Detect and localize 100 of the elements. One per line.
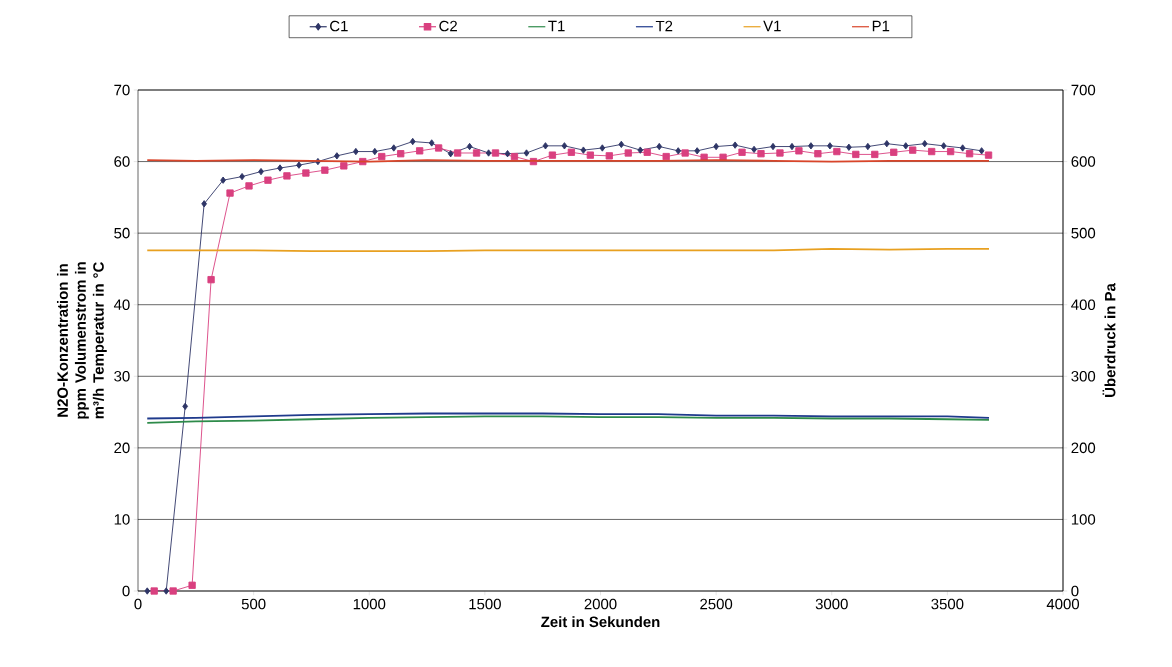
x-tick-label: 2500 bbox=[700, 598, 733, 610]
point bbox=[409, 137, 416, 146]
legend-label: V1 bbox=[763, 20, 781, 32]
point bbox=[662, 152, 670, 161]
point bbox=[371, 147, 378, 156]
point bbox=[340, 162, 348, 170]
point bbox=[921, 140, 928, 148]
point bbox=[226, 189, 234, 197]
point bbox=[732, 141, 738, 149]
point bbox=[757, 150, 765, 158]
point bbox=[163, 587, 170, 595]
point bbox=[852, 150, 860, 159]
point bbox=[586, 151, 594, 159]
y2-tick-label: 400 bbox=[1071, 299, 1096, 310]
point bbox=[283, 172, 291, 180]
point bbox=[984, 151, 993, 159]
point bbox=[428, 139, 435, 147]
point bbox=[567, 148, 575, 156]
x-tick-label: 3000 bbox=[815, 598, 848, 610]
y-tick-label: 40 bbox=[113, 299, 130, 310]
y-tick-label: 10 bbox=[114, 514, 130, 525]
point bbox=[542, 142, 549, 150]
point bbox=[504, 150, 511, 158]
y-tick-label: 20 bbox=[114, 442, 130, 454]
y2-tick-label: 100 bbox=[1071, 514, 1096, 525]
point bbox=[883, 140, 890, 148]
point bbox=[833, 147, 841, 156]
point bbox=[738, 148, 746, 156]
point bbox=[472, 149, 481, 157]
x-tick-label: 1500 bbox=[469, 598, 501, 610]
point bbox=[808, 142, 814, 150]
point bbox=[681, 149, 689, 157]
point bbox=[277, 164, 283, 172]
legend-label: C1 bbox=[330, 20, 348, 32]
point bbox=[959, 144, 966, 152]
point bbox=[618, 140, 625, 149]
x-tick-label: 0 bbox=[134, 598, 142, 610]
point bbox=[965, 150, 974, 158]
point bbox=[485, 149, 492, 157]
y2-tick-label: 200 bbox=[1071, 442, 1096, 454]
point bbox=[378, 152, 386, 161]
point bbox=[694, 147, 701, 155]
point bbox=[548, 151, 557, 159]
point bbox=[220, 176, 226, 184]
x-tick-label: 1000 bbox=[353, 598, 386, 610]
point bbox=[302, 169, 310, 177]
y-axis-title: N2O-Konzentration in ppm Volumenstrom in m³/h Temperatur in °C bbox=[56, 262, 107, 419]
point bbox=[510, 152, 519, 161]
point bbox=[643, 148, 651, 156]
y-tick-label: 70 bbox=[114, 84, 130, 96]
point bbox=[296, 161, 302, 169]
point bbox=[827, 142, 833, 150]
point bbox=[978, 147, 985, 155]
y2-tick-label: 300 bbox=[1071, 370, 1096, 382]
point bbox=[675, 147, 682, 155]
point bbox=[523, 149, 530, 157]
y2-tick-label: 0 bbox=[1071, 585, 1079, 597]
point bbox=[864, 142, 871, 151]
point bbox=[624, 149, 632, 157]
legend-label: P1 bbox=[872, 20, 890, 32]
y-tick-label: 0 bbox=[122, 585, 130, 597]
x-tick-label: 2000 bbox=[584, 598, 617, 610]
point bbox=[940, 142, 947, 150]
point bbox=[207, 276, 215, 284]
point bbox=[776, 149, 784, 157]
point bbox=[946, 147, 955, 156]
point bbox=[434, 144, 443, 152]
point bbox=[466, 142, 473, 151]
point bbox=[447, 150, 454, 158]
point bbox=[169, 587, 177, 595]
point bbox=[928, 147, 936, 156]
point bbox=[561, 142, 568, 150]
point bbox=[902, 142, 909, 150]
point bbox=[182, 402, 189, 410]
point bbox=[890, 148, 898, 156]
point bbox=[871, 150, 879, 159]
x-tick-label: 4000 bbox=[1046, 598, 1080, 610]
point bbox=[416, 147, 424, 155]
point bbox=[846, 143, 852, 151]
point bbox=[491, 149, 500, 157]
x-axis-title: Zeit in Sekunden bbox=[541, 616, 660, 628]
point bbox=[321, 166, 329, 174]
y2-axis-title: Überdruck in Pa bbox=[1102, 283, 1116, 397]
legend-label: T1 bbox=[548, 20, 565, 32]
point bbox=[264, 176, 272, 184]
y2-tick-label: 500 bbox=[1071, 227, 1096, 239]
y-tick-label: 30 bbox=[114, 370, 130, 382]
y2-tick-label: 600 bbox=[1071, 156, 1096, 167]
point bbox=[656, 142, 663, 151]
point bbox=[580, 146, 587, 154]
point bbox=[909, 146, 917, 154]
point bbox=[637, 146, 644, 154]
point bbox=[605, 152, 613, 160]
point bbox=[599, 144, 606, 152]
point bbox=[201, 200, 207, 208]
legend-label: C2 bbox=[439, 20, 457, 32]
x-tick-label: 3500 bbox=[931, 598, 964, 610]
point bbox=[144, 587, 151, 595]
point bbox=[795, 147, 803, 155]
point bbox=[390, 144, 397, 152]
